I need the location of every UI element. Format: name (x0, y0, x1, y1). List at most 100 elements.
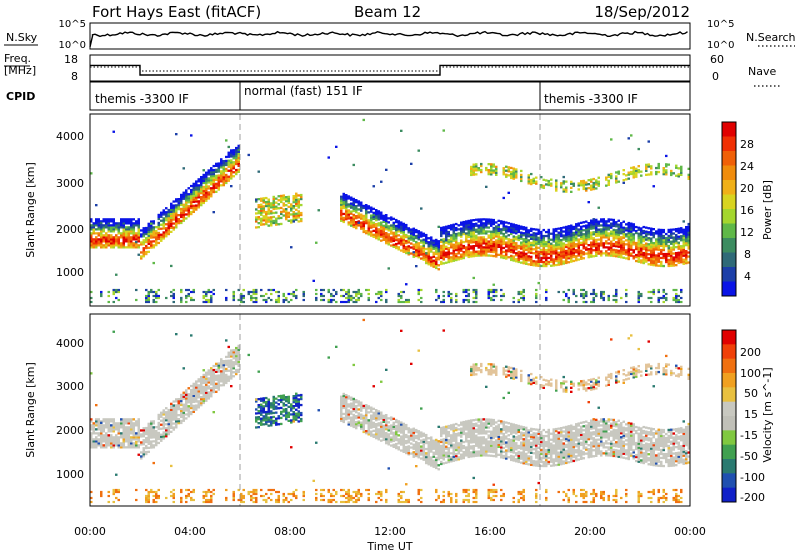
range-time-cell (225, 288, 228, 292)
range-time-cell (530, 241, 533, 244)
range-time-cell (450, 300, 453, 304)
range-time-cell (95, 238, 98, 241)
range-time-cell (485, 240, 488, 243)
range-time-cell (257, 206, 260, 209)
range-time-cell (520, 253, 523, 256)
range-time-cell (200, 188, 203, 191)
range-time-cell (385, 240, 388, 243)
range-time-cell (102, 430, 105, 433)
range-time-cell (110, 430, 113, 433)
range-time-cell (187, 409, 190, 412)
range-time-cell (597, 250, 600, 253)
range-time-cell (170, 220, 173, 223)
range-time-cell (100, 240, 103, 243)
range-time-cell (472, 225, 475, 228)
range-time-cell (530, 235, 533, 238)
range-time-cell (650, 296, 653, 300)
range-time-cell (297, 410, 300, 413)
range-time-cell (600, 254, 603, 257)
range-time-cell (545, 248, 548, 252)
range-time-cell (222, 376, 225, 379)
range-time-cell (380, 223, 383, 226)
range-time-cell (172, 410, 175, 413)
range-time-cell (192, 398, 195, 401)
range-time-cell (237, 154, 240, 157)
range-time-cell (167, 216, 170, 220)
range-time-cell (687, 222, 690, 226)
range-time-cell (617, 255, 620, 258)
range-time-cell (152, 430, 155, 433)
range-time-cell (535, 240, 538, 243)
range-time-cell (95, 232, 98, 235)
range-time-cell (547, 256, 550, 260)
range-time-cell (215, 186, 218, 189)
range-time-cell (212, 376, 215, 380)
range-time-cell (450, 258, 453, 261)
range-time-cell (645, 234, 648, 237)
range-time-cell (657, 290, 660, 294)
range-time-cell (515, 248, 518, 251)
range-time-cell (227, 161, 230, 164)
range-time-cell (502, 173, 505, 176)
range-time-cell (370, 208, 373, 211)
range-time-cell (237, 354, 240, 357)
range-time-cell (115, 242, 118, 245)
range-time-cell (447, 232, 450, 236)
range-time-cell (172, 222, 175, 225)
range-time-cell (385, 298, 388, 302)
range-time-cell (232, 175, 235, 178)
range-time-cell (232, 375, 235, 378)
range-time-cell (440, 252, 443, 256)
range-time-cell (347, 209, 350, 212)
range-time-cell (477, 246, 480, 249)
power-ytick-2000: 2000 (56, 223, 84, 236)
range-time-cell (420, 247, 423, 250)
range-time-cell (202, 373, 205, 377)
range-time-cell (145, 296, 148, 300)
range-time-cell (170, 230, 173, 233)
range-time-cell (365, 288, 368, 292)
range-time-cell (230, 367, 233, 370)
range-time-cell (602, 252, 605, 255)
range-time-cell (495, 165, 498, 168)
range-time-cell (550, 178, 553, 181)
range-time-cell (625, 223, 628, 226)
range-time-cell (290, 446, 293, 449)
range-time-cell (657, 238, 660, 241)
range-time-cell (287, 413, 290, 416)
range-time-cell (162, 237, 165, 240)
range-time-cell (227, 155, 230, 158)
range-time-cell (260, 423, 263, 426)
range-time-cell (130, 442, 133, 445)
range-time-cell (262, 423, 265, 426)
range-time-cell (512, 249, 515, 252)
range-time-cell (170, 214, 173, 217)
range-time-cell (180, 490, 183, 494)
range-time-cell (230, 353, 233, 356)
range-time-cell (277, 217, 280, 220)
range-time-cell (145, 500, 148, 504)
range-time-cell (200, 180, 203, 183)
range-time-cell (235, 358, 238, 362)
range-time-cell (455, 300, 458, 304)
range-time-cell (165, 231, 168, 234)
range-time-cell (185, 203, 188, 206)
range-time-cell (517, 258, 520, 262)
range-time-cell (572, 241, 575, 245)
range-time-cell (120, 222, 123, 225)
range-time-cell (147, 238, 150, 241)
range-time-cell (400, 294, 403, 298)
range-time-cell (397, 246, 400, 249)
range-time-cell (167, 408, 170, 412)
range-time-cell (422, 254, 425, 257)
range-time-cell (100, 224, 103, 227)
range-time-cell (295, 204, 298, 207)
range-time-cell (267, 404, 270, 407)
range-time-cell (145, 232, 148, 236)
range-time-cell (685, 234, 688, 237)
range-time-cell (682, 234, 685, 237)
range-time-cell (347, 215, 350, 218)
range-time-cell (110, 224, 113, 227)
range-time-cell (552, 248, 555, 251)
range-time-cell (232, 292, 235, 296)
